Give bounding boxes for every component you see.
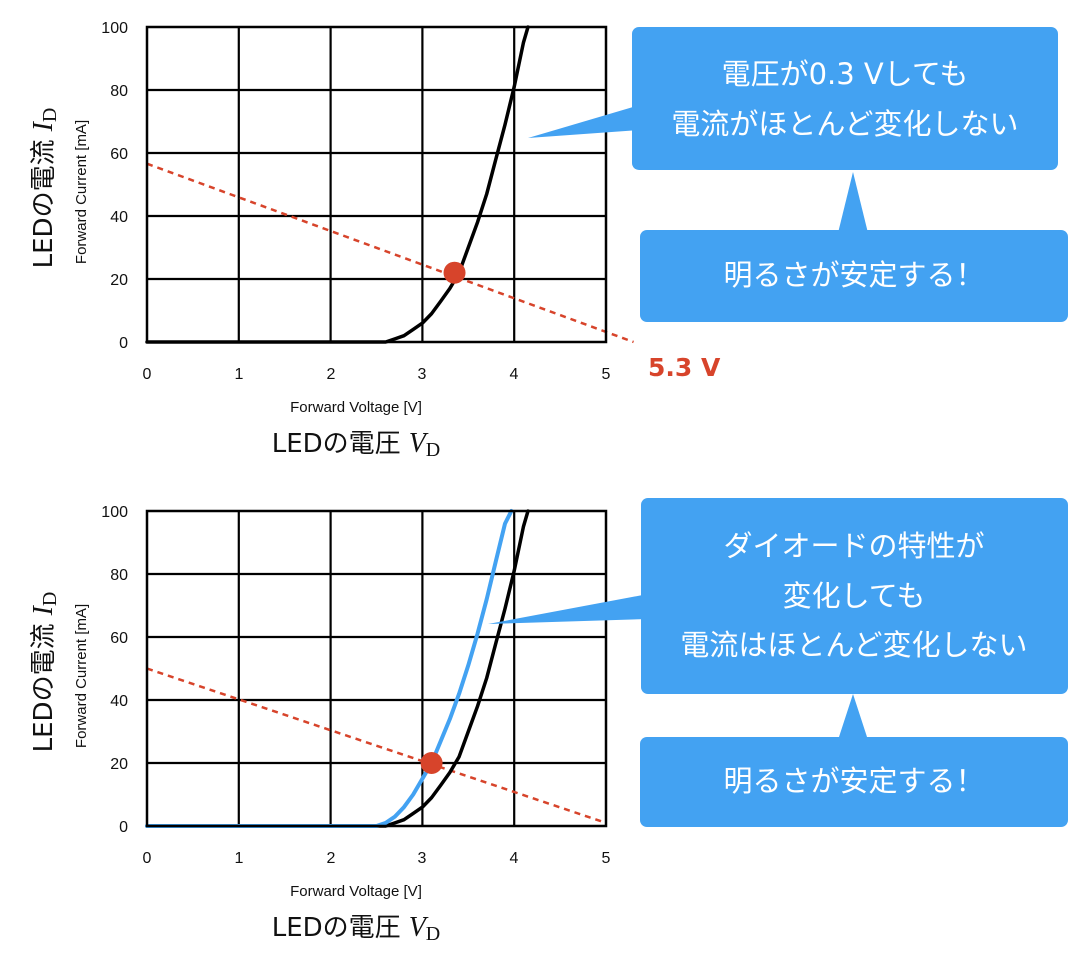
y-tick-label: 80 [110, 83, 128, 100]
x-tick-label: 1 [235, 850, 244, 867]
x-axis-title-jp-top: LEDの電圧 VD [272, 428, 441, 461]
y-tick-label: 60 [110, 146, 128, 163]
callout-pointer [838, 694, 868, 740]
x-axis-title-jp-text: LEDの電圧 [272, 913, 401, 943]
y-axis-title-jp-top: LEDの電流 ID [28, 108, 61, 269]
y-tick-label: 20 [110, 756, 128, 773]
callout-voltage-change: 電圧が0.3 Vしても 電流がほとんど変化しない [528, 27, 1058, 170]
x-tick-label: 2 [327, 366, 336, 383]
x-axis-title-var: V [409, 912, 429, 943]
callout-line: ダイオードの特性が [723, 529, 984, 563]
x-tick-label: 0 [143, 366, 152, 383]
y-tick-label: 40 [110, 693, 128, 710]
y-axis-title-sub: D [39, 108, 61, 122]
load-line [146, 162, 634, 344]
series-layer-top [145, 25, 634, 344]
iv-curve-shifted [145, 509, 514, 828]
y-tick-label: 40 [110, 209, 128, 226]
grid-bottom [147, 511, 606, 826]
x-tick-label: 4 [510, 366, 519, 383]
x-tick-label: 0 [143, 850, 152, 867]
x-tick-label: 5 [602, 850, 611, 867]
y-tick-labels-bottom: 0 20 40 60 80 100 [101, 504, 128, 836]
callout-box [632, 27, 1058, 170]
y-axis-title-jp-bottom: LEDの電流 ID [28, 592, 61, 753]
x-axis-title-jp-text: LEDの電圧 [272, 429, 401, 459]
y-axis-title-en-bottom: Forward Current [mA] [73, 604, 90, 748]
y-tick-label: 20 [110, 272, 128, 289]
callout-line: 電流はほとんど変化しない [680, 628, 1027, 662]
x-tick-label: 2 [327, 850, 336, 867]
callout-line: 明るさが安定する！ [723, 258, 984, 292]
y-axis-title-var: I [28, 120, 59, 132]
callout-box [641, 498, 1068, 694]
operating-point [443, 261, 466, 284]
x-tick-labels-top: 0 1 2 3 4 5 [143, 366, 611, 383]
x-axis-title-var: V [409, 428, 429, 459]
callout-box [640, 737, 1068, 827]
x-tick-label: 4 [510, 850, 519, 867]
iv-chart-bottom: 0 20 40 60 80 100 0 1 2 3 4 5 Forward Vo… [28, 498, 1068, 945]
y-tick-label: 60 [110, 630, 128, 647]
y-tick-label: 0 [119, 819, 128, 836]
callout-line: 電圧が0.3 Vしても [722, 57, 969, 91]
y-axis-title-jp-text: LEDの電流 [29, 623, 59, 752]
iv-curve-original [145, 509, 530, 828]
callout-pointer [528, 105, 640, 138]
chart-panel-top: 0 20 40 60 80 100 0 1 2 3 4 5 Forward Vo… [0, 0, 1074, 475]
x-axis-title-en-bottom: Forward Voltage [V] [290, 883, 422, 900]
chart-panel-bottom: 0 20 40 60 80 100 0 1 2 3 4 5 Forward Vo… [0, 484, 1074, 959]
x-tick-label: 3 [418, 366, 427, 383]
grid-top [147, 27, 606, 342]
y-axis-title-sub: D [39, 592, 61, 606]
x-axis-title-sub: D [426, 439, 440, 461]
operating-point [420, 752, 443, 774]
load-line-voltage-label: 5.3 V [648, 353, 721, 382]
x-tick-label: 5 [602, 366, 611, 383]
series-layer-bottom [145, 509, 607, 828]
callout-pointer [488, 594, 648, 624]
x-tick-labels-bottom: 0 1 2 3 4 5 [143, 850, 611, 867]
y-axis-title-jp-text: LEDの電流 [29, 139, 59, 268]
plot-frame-top [145, 25, 608, 344]
load-line [146, 667, 607, 825]
y-tick-label: 100 [101, 504, 128, 521]
plot-frame-bottom [145, 509, 608, 828]
y-tick-label: 80 [110, 567, 128, 584]
x-axis-title-jp-bottom: LEDの電圧 VD [272, 912, 441, 945]
x-tick-label: 3 [418, 850, 427, 867]
callout-line: 変化しても [783, 579, 926, 613]
callout-pointer [838, 172, 868, 233]
y-tick-labels-top: 0 20 40 60 80 100 [101, 20, 128, 352]
y-axis-title-var: I [28, 604, 59, 616]
y-axis-title-en-top: Forward Current [mA] [73, 120, 90, 264]
callout-box [640, 230, 1068, 322]
y-tick-label: 100 [101, 20, 128, 37]
callout-line: 明るさが安定する！ [723, 764, 984, 798]
callout-brightness-stable-2: 明るさが安定する！ [640, 694, 1068, 827]
iv-chart-top: 0 20 40 60 80 100 0 1 2 3 4 5 Forward Vo… [28, 20, 1068, 461]
x-tick-label: 1 [235, 366, 244, 383]
x-axis-title-sub: D [426, 923, 440, 945]
callout-characteristic-change: ダイオードの特性が 変化しても 電流はほとんど変化しない [488, 498, 1068, 694]
x-axis-title-en-top: Forward Voltage [V] [290, 399, 422, 416]
callout-line: 電流がほとんど変化しない [671, 107, 1018, 141]
y-tick-label: 0 [119, 335, 128, 352]
callout-brightness-stable: 明るさが安定する！ [640, 172, 1068, 322]
